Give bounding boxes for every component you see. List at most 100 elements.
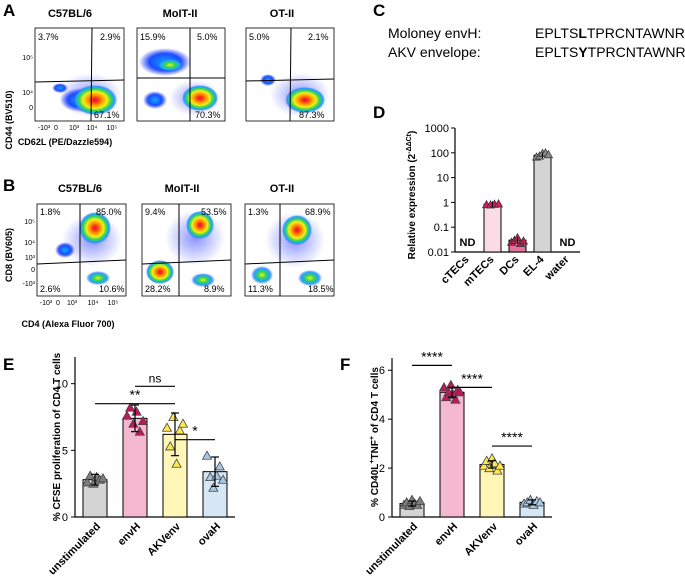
chart-d-y-tick-label: 100	[431, 148, 449, 160]
panel-label-b: B	[3, 176, 15, 195]
panel-b-y-axis-label: CD8 (BV605)	[4, 228, 14, 282]
chart-f-x-tick-label: envH	[433, 521, 461, 549]
chart-e-x-tick-label: envH	[116, 521, 144, 549]
chart-d-relative-expression: Relative expression (2-ΔΔCt) 1000 100 10 1 0…	[406, 123, 580, 289]
quadrant-tr: 2.9%	[100, 32, 121, 42]
chart-e-x-tick-label: AKVenv	[145, 520, 184, 559]
y-tick: 10⁴	[24, 240, 35, 247]
chart-e-y-tick-label: 5	[62, 445, 68, 457]
sequence-text: EPLTSLTPRCNTAWNRLKL	[535, 25, 685, 41]
quadrant-tr: 68.9%	[305, 207, 331, 217]
chart-f-y-tick-label: 6	[379, 365, 385, 377]
x-tick: 0	[56, 300, 60, 307]
chart-f-data-point	[445, 379, 457, 389]
chart-f-x-tick-label: unstimulated	[363, 521, 420, 578]
panel-a-y-axis-label: CD44 (BV510)	[4, 90, 14, 149]
quadrant-br: 8.9%	[204, 284, 225, 294]
quadrant-tr: 85.0%	[96, 207, 122, 217]
panel-a-x-axis-label: CD62L (PE/Dazzle594)	[18, 137, 112, 147]
panel-a-plot-3: OT-II 5.0% 2.1% 87.3%	[245, 8, 335, 122]
chart-e-data-point	[121, 410, 133, 420]
chart-d-y-tick-label: 1	[443, 197, 449, 209]
chart-e-data-point	[81, 477, 93, 487]
chart-e-cfse-proliferation: % CFSE proliferation of CD4 T cells 0 5 10…	[46, 352, 235, 578]
quadrant-tl: 1.3%	[248, 207, 269, 217]
chart-d-y-tick-label: 0.01	[428, 247, 449, 259]
quadrant-bl: 28.2%	[145, 284, 171, 294]
chart-d-x-tick-label: DCs	[498, 254, 522, 278]
chart-d-y-tick-label: 0.1	[434, 222, 449, 234]
chart-f-significance-label: ****	[501, 429, 523, 445]
chart-e-y-tick-label: 0	[62, 512, 68, 524]
quadrant-br: 67.1%	[94, 110, 120, 120]
chart-d-bar	[483, 203, 502, 253]
quadrant-br: 87.3%	[299, 110, 325, 120]
panel-a-plot-title: C57BL/6	[48, 8, 92, 20]
x-tick: 10⁴	[87, 125, 98, 132]
y-tick: 10⁵	[22, 55, 33, 62]
chart-d-nd-label: ND	[460, 237, 476, 249]
sequence-row-moloney: Moloney envH: EPLTSLTPRCNTAWNRLKL	[388, 25, 685, 41]
panel-b-plot-title: C57BL/6	[58, 183, 102, 195]
chart-f-data-point	[478, 460, 490, 470]
quadrant-tl: 1.8%	[40, 207, 61, 217]
panel-a-plot-title: MoIT-II	[163, 8, 198, 20]
chart-f-data-point	[454, 386, 466, 397]
chart-f-x-tick-label: AKVenv	[462, 520, 501, 559]
panel-b-x-axis-label: CD4 (Alexa Fluor 700)	[21, 319, 114, 329]
chart-f-data-point	[414, 495, 426, 506]
chart-e-data-point	[201, 450, 213, 460]
panel-b-plot-1: C57BL/6 1.8% 85.0% 2.6% 10.6% 10⁵ 10⁴ 10…	[23, 183, 127, 307]
chart-d-y-axis-label: Relative expression (2-ΔΔCt)	[406, 131, 418, 260]
y-tick: 10⁵	[24, 219, 35, 226]
chart-e-significance-label: **	[130, 387, 141, 403]
quadrant-br: 70.3%	[195, 110, 221, 120]
chart-e-data-point	[131, 406, 142, 416]
chart-f-data-point	[492, 465, 503, 475]
quadrant-tr: 53.5%	[201, 207, 227, 217]
chart-f-y-axis-label: % CD40L+TNF+ of CD4 T cells	[369, 367, 381, 507]
quadrant-tr: 2.1%	[308, 32, 329, 42]
quadrant-tl: 9.4%	[145, 207, 166, 217]
panel-a-plot-title: OT-II	[270, 8, 294, 20]
chart-f-data-point	[494, 460, 506, 470]
sequence-label: Moloney envH:	[388, 25, 481, 41]
quadrant-br: 10.6%	[99, 284, 125, 294]
chart-e-data-point	[171, 458, 182, 468]
chart-e-data-point	[214, 461, 225, 471]
quadrant-tl: 15.9%	[140, 32, 166, 42]
quadrant-tr: 5.0%	[197, 32, 218, 42]
chart-e-x-tick-label: unstimulated	[46, 521, 103, 578]
chart-e-data-point	[161, 422, 173, 432]
panel-a-plot-2: MoIT-II 15.9% 5.0% 70.3%	[136, 8, 226, 122]
chart-f-data-point	[438, 382, 450, 392]
chart-e-data-point	[168, 411, 179, 422]
chart-f-bar	[439, 391, 465, 518]
chart-e-data-point	[174, 425, 185, 435]
sequence-row-akv: AKV envelope: EPLTSYTPRCNTAWNRLKL	[388, 44, 685, 60]
panel-a-plot-1: C57BL/6 3.7% 2.9% 67.1% 10⁵ 10⁴ 0 -10³ 0…	[22, 8, 125, 132]
chart-d-data-point	[518, 236, 529, 245]
chart-d-y-tick-label: 1000	[425, 123, 449, 135]
chart-e-data-point	[97, 473, 109, 483]
y-tick: 10³	[25, 255, 36, 262]
panel-label-c: C	[373, 1, 385, 20]
sequence-label: AKV envelope:	[388, 44, 481, 60]
chart-f-y-tick-label: 0	[379, 512, 385, 524]
chart-f-data-point	[450, 394, 461, 404]
chart-f-y-tick-label: 4	[379, 414, 385, 426]
x-tick: 0	[54, 125, 58, 132]
chart-d-data-point	[493, 199, 504, 208]
chart-e-data-point	[211, 470, 222, 480]
chart-f-cd40l-tnf: % CD40L+TNF+ of CD4 T cells 0 2 4 6 unstimul…	[363, 348, 552, 578]
chart-e-data-point	[128, 418, 139, 428]
chart-e-significance-label: ns	[149, 371, 162, 385]
y-tick: 10⁴	[22, 90, 33, 97]
panel-label-f: F	[340, 355, 350, 374]
chart-e-y-axis-label: % CFSE proliferation of CD4 T cells	[52, 352, 63, 521]
x-tick: 10⁴	[88, 300, 99, 307]
chart-f-data-point	[534, 496, 546, 507]
chart-e-x-tick-label: ovaH	[196, 521, 224, 549]
chart-e-data-point	[177, 418, 189, 428]
